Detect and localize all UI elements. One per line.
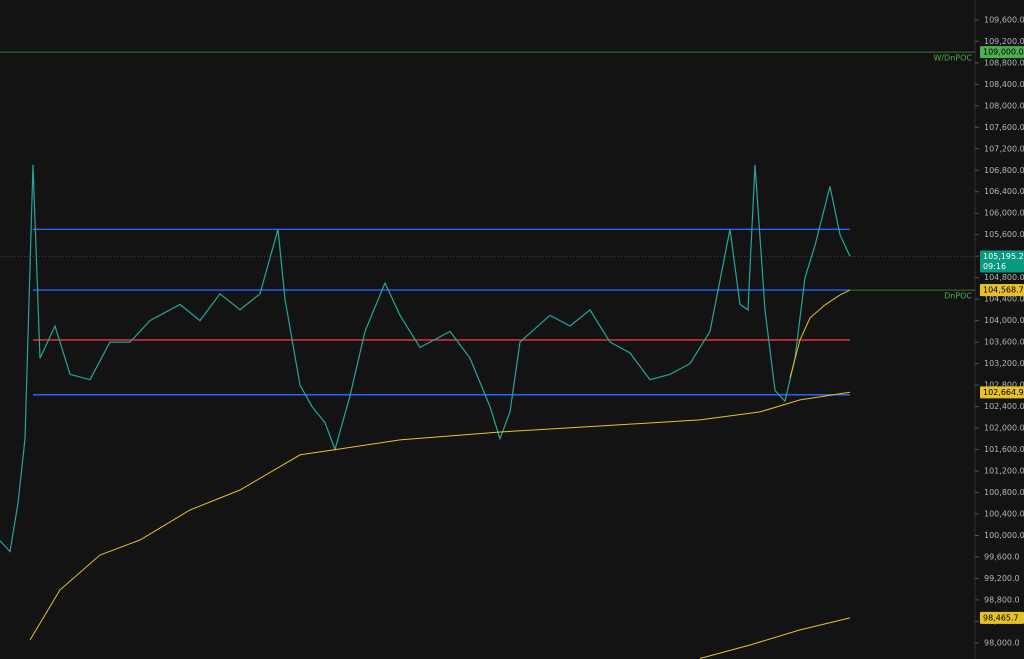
end-badge-bg [980,284,1024,297]
level-name: W/DnPOC [933,54,972,63]
y-tick-label: 98,000.0 [984,638,1020,647]
y-tick-label: 102,000.0 [984,424,1024,433]
countdown: 09:16 [983,262,1006,271]
y-tick-label: 103,600.0 [984,338,1024,347]
y-tick-label: 104,800.0 [984,273,1024,282]
y-tick-label: 107,200.0 [984,144,1024,153]
y-tick-label: 100,800.0 [984,488,1024,497]
y-tick-label: 106,400.0 [984,187,1024,196]
end-badge: 102,664.9 [983,388,1024,397]
y-tick-label: 106,000.0 [984,209,1024,218]
level-badge: 109,000.0 [983,48,1024,57]
y-tick-label: 102,800.0 [984,381,1024,390]
end-badge-bg [980,611,1024,624]
y-tick-label: 98,800.0 [984,595,1020,604]
y-tick-label: 107,600.0 [984,123,1024,132]
last-price-label: 105,195.2 [983,252,1024,261]
y-tick-label: 102,400.0 [984,402,1024,411]
y-tick-label: 108,000.0 [984,101,1024,110]
y-tick-label: 99,600.0 [984,552,1020,561]
y-tick-label: 105,600.0 [984,230,1024,239]
y-tick-label: 108,800.0 [984,58,1024,67]
line-series [29,391,851,641]
last-price-bg [980,250,1024,273]
level-name: DnPOC [944,292,972,301]
y-tick-label: 104,400.0 [984,295,1024,304]
y-tick-label: 106,800.0 [984,166,1024,175]
y-tick-label: 100,000.0 [984,531,1024,540]
level-badge-bg [980,46,1024,59]
y-tick-label: 104,000.0 [984,316,1024,325]
y-tick-label: 101,600.0 [984,445,1024,454]
end-badge: 98,465.7 [983,613,1019,622]
y-tick-label: 101,200.0 [984,467,1024,476]
y-tick-label: 100,400.0 [984,509,1024,518]
line-series [789,289,851,379]
y-tick-label: 103,200.0 [984,359,1024,368]
y-tick-label: 99,200.0 [984,574,1020,583]
line-series [699,617,851,659]
y-tick-label: 109,200.0 [984,37,1024,46]
end-badge: 104,568.7 [983,286,1024,295]
end-badge-bg [980,386,1024,399]
y-tick-label: 109,600.0 [984,15,1024,24]
line-series [0,164,851,553]
y-tick-label: 108,400.0 [984,80,1024,89]
